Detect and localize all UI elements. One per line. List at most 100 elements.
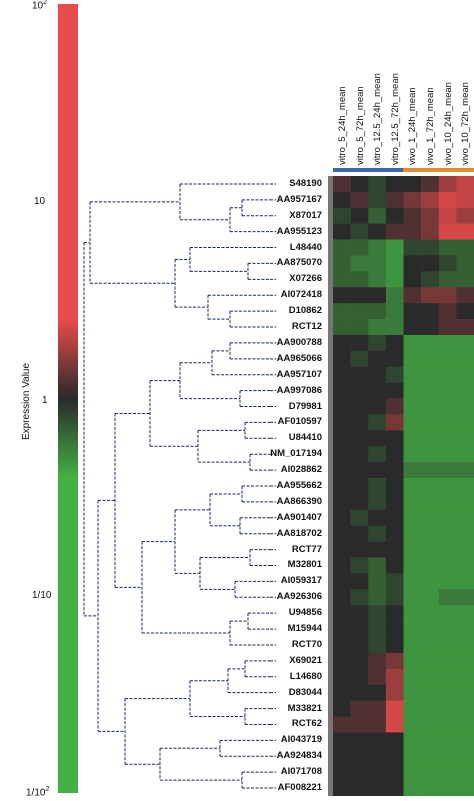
heatmap-cell <box>385 462 404 479</box>
heatmap-cell <box>403 780 422 796</box>
heatmap-cell <box>333 398 351 415</box>
heatmap-cell <box>333 668 351 686</box>
heatmap-cell <box>421 303 440 320</box>
heatmap-cell <box>333 271 351 288</box>
heatmap-cell <box>456 605 474 622</box>
heatmap-cell <box>456 255 474 272</box>
heatmap-cell <box>350 239 369 256</box>
heatmap-grid <box>333 176 474 796</box>
heatmap-cell <box>333 716 351 733</box>
heatmap-cell <box>403 652 422 670</box>
heatmap-cell <box>350 684 369 701</box>
heatmap-cell <box>456 462 474 479</box>
heatmap-cell <box>385 398 404 415</box>
heatmap-cell <box>333 621 351 638</box>
heatmap-cell <box>350 319 369 336</box>
gene-label: RCT62 <box>291 718 322 730</box>
scale-tick-0.01-base: 1/10 <box>26 787 46 799</box>
heatmap-cell <box>385 764 404 781</box>
heatmap-cell <box>385 509 404 527</box>
heatmap-cell <box>350 732 369 749</box>
heatmap-cell <box>438 764 457 781</box>
heatmap-cell <box>385 382 404 399</box>
heatmap-cell <box>421 748 440 765</box>
heatmap-cell <box>333 366 351 383</box>
heatmap-cell <box>333 207 351 224</box>
heatmap-cell <box>333 430 351 447</box>
heatmap-cell <box>456 652 474 670</box>
heatmap-cell <box>403 621 422 638</box>
heatmap-cell <box>456 430 474 447</box>
heatmap-cell <box>421 525 440 542</box>
heatmap-cell <box>421 462 440 479</box>
heatmap-cell <box>421 366 440 383</box>
heatmap-cell <box>438 430 457 447</box>
scale-tick-1-base: 1 <box>42 395 48 406</box>
heatmap-cell <box>421 319 440 336</box>
heatmap-cell <box>438 366 457 383</box>
heatmap-cell <box>350 303 369 320</box>
heatmap-cell <box>421 668 440 686</box>
heatmap-cell <box>333 652 351 670</box>
heatmap-cell <box>456 589 474 606</box>
heatmap-cell <box>333 287 351 304</box>
heatmap-cell <box>368 239 387 256</box>
heatmap-cell <box>403 573 422 590</box>
heatmap-cell <box>403 509 422 527</box>
heatmap-cell <box>456 780 474 796</box>
heatmap-cell <box>438 303 457 320</box>
gene-label: NM_017194 <box>270 448 322 460</box>
gene-label: D10862 <box>288 305 322 317</box>
gene-label: X07266 <box>289 273 322 285</box>
heatmap-cell <box>456 319 474 336</box>
heatmap-cell <box>403 478 422 495</box>
heatmap-cell <box>421 716 440 733</box>
heatmap-cell <box>333 541 351 558</box>
heatmap-cell <box>368 557 387 574</box>
heatmap-cell <box>403 684 422 701</box>
heatmap-cell <box>456 414 474 431</box>
heatmap-cell <box>403 748 422 765</box>
column-label: vivo_10_72h_mean <box>460 82 472 165</box>
heatmap-cell <box>421 605 440 622</box>
column-label: vitro_12.5_72h_mean <box>389 73 401 165</box>
heatmap-cell <box>333 462 351 479</box>
heatmap-cell <box>333 700 351 717</box>
heatmap-cell <box>368 748 387 765</box>
heatmap-cell <box>421 700 440 717</box>
heatmap-cell <box>385 207 404 224</box>
heatmap-cell <box>438 541 457 558</box>
scale-tick-1: 1 <box>42 395 48 406</box>
heatmap-cell <box>403 414 422 431</box>
heatmap-cell <box>385 668 404 686</box>
heatmap-cell <box>438 271 457 288</box>
heatmap-cell <box>385 780 404 796</box>
heatmap-cell <box>421 573 440 590</box>
heatmap-cell <box>456 748 474 765</box>
heatmap-cell <box>438 478 457 495</box>
gene-label: AA900788 <box>276 336 322 348</box>
heatmap-cell <box>403 176 422 193</box>
heatmap-cell <box>385 493 404 511</box>
heatmap-cell <box>438 255 457 272</box>
heatmap-cell <box>333 589 351 606</box>
heatmap-cell <box>385 430 404 447</box>
heatmap-cell <box>403 700 422 717</box>
heatmap-cell <box>350 541 369 558</box>
heatmap-cell <box>350 271 369 288</box>
heatmap-cell <box>421 334 440 352</box>
heatmap-cell <box>456 350 474 368</box>
heatmap-cell <box>456 764 474 781</box>
heatmap-cell <box>385 478 404 495</box>
heatmap-cell <box>421 509 440 527</box>
heatmap-cell <box>403 525 422 542</box>
scale-tick-0.1: 1/10 <box>32 590 51 601</box>
heatmap-cell <box>403 462 422 479</box>
heatmap-cell <box>350 764 369 781</box>
heatmap-cell <box>350 255 369 272</box>
heatmap-cell <box>385 191 404 209</box>
heatmap-cell <box>438 525 457 542</box>
heatmap-cell <box>438 716 457 733</box>
heatmap-cell <box>385 446 404 463</box>
heatmap-cell <box>368 350 387 368</box>
